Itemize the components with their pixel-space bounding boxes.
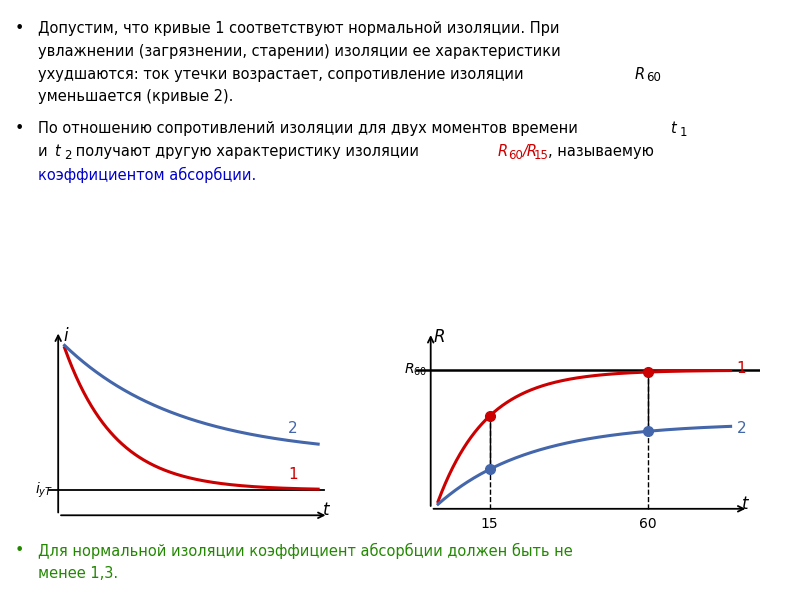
Text: 60: 60 (508, 149, 523, 162)
Text: 1: 1 (679, 126, 686, 139)
Text: •: • (14, 121, 24, 136)
Text: $R_{60}$: $R_{60}$ (405, 362, 428, 379)
Text: R: R (498, 144, 508, 159)
Text: 2: 2 (64, 149, 71, 162)
Text: 2: 2 (737, 421, 746, 436)
Text: , называемую: , называемую (548, 144, 654, 159)
Text: 1: 1 (288, 467, 298, 482)
Text: t: t (742, 495, 749, 513)
Text: увлажнении (загрязнении, старении) изоляции ее характеристики: увлажнении (загрязнении, старении) изоля… (38, 44, 561, 59)
Text: R: R (434, 328, 446, 346)
Text: •: • (14, 21, 24, 36)
Text: 60: 60 (646, 71, 662, 85)
Text: 15: 15 (481, 517, 498, 531)
Text: 15: 15 (534, 149, 549, 162)
Text: и: и (38, 144, 53, 159)
Text: t: t (670, 121, 675, 136)
Text: уменьшается (кривые 2).: уменьшается (кривые 2). (38, 89, 234, 104)
Text: менее 1,3.: менее 1,3. (38, 566, 118, 581)
Text: •: • (14, 543, 24, 558)
Text: t: t (322, 501, 329, 519)
Text: коэффициентом абсорбции.: коэффициентом абсорбции. (38, 167, 257, 183)
Text: $i_{yT}$: $i_{yT}$ (35, 481, 53, 500)
Text: ухудшаются: ток утечки возрастает, сопротивление изоляции: ухудшаются: ток утечки возрастает, сопро… (38, 67, 529, 82)
Text: 2: 2 (288, 421, 298, 436)
Text: Для нормальной изоляции коэффициент абсорбции должен быть не: Для нормальной изоляции коэффициент абсо… (38, 543, 573, 559)
Text: 60: 60 (639, 517, 657, 531)
Text: R: R (634, 67, 645, 82)
Text: /R: /R (522, 144, 538, 159)
Text: 1: 1 (737, 361, 746, 376)
Text: получают другую характеристику изоляции: получают другую характеристику изоляции (71, 144, 424, 159)
Text: По отношению сопротивлений изоляции для двух моментов времени: По отношению сопротивлений изоляции для … (38, 121, 583, 136)
Text: t: t (54, 144, 60, 159)
Text: i: i (63, 327, 68, 345)
Text: Допустим, что кривые 1 соответствуют нормальной изоляции. При: Допустим, что кривые 1 соответствуют нор… (38, 21, 560, 36)
